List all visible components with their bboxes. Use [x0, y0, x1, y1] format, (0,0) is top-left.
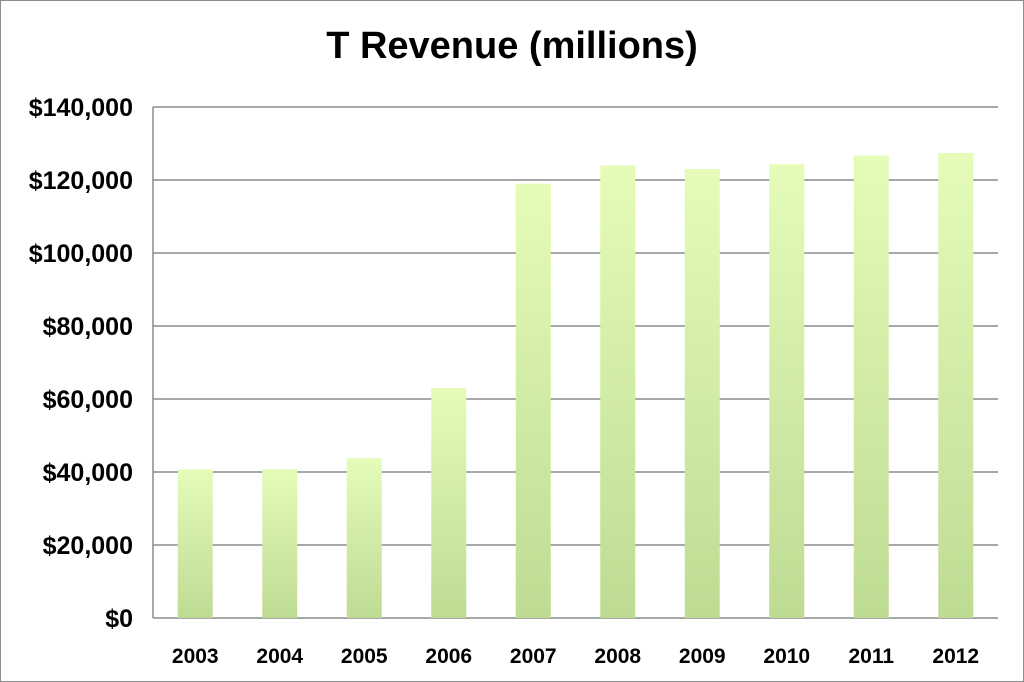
bar-2006 — [431, 388, 467, 618]
x-tick-label: 2010 — [763, 645, 810, 668]
bar-2010 — [769, 164, 805, 618]
bar-2005 — [346, 458, 382, 618]
y-tick-label: $60,000 — [43, 386, 133, 414]
x-tick-label: 2004 — [256, 645, 303, 668]
bar-2003 — [177, 469, 213, 618]
x-tick-label: 2009 — [679, 645, 726, 668]
x-tick-label: 2012 — [932, 645, 979, 668]
bars — [177, 152, 974, 619]
bar-2011 — [853, 155, 889, 619]
bar-2008 — [600, 165, 636, 618]
y-axis-ticks: $0 $20,000 $40,000 $60,000 $80,000 $100,000 $1… — [29, 94, 133, 633]
bar-2007 — [515, 183, 551, 618]
y-tick-label: $0 — [105, 605, 133, 633]
x-tick-label: 2003 — [172, 645, 219, 668]
x-tick-label: 2011 — [848, 645, 894, 668]
y-tick-label: $120,000 — [29, 167, 133, 195]
y-tick-label: $80,000 — [43, 313, 133, 341]
chart-title: T Revenue (millions) — [326, 25, 698, 67]
y-tick-label: $140,000 — [29, 94, 133, 122]
x-tick-label: 2005 — [341, 645, 388, 668]
y-tick-label: $20,000 — [43, 532, 133, 560]
y-tick-label: $40,000 — [43, 459, 133, 487]
x-tick-label: 2007 — [510, 645, 557, 668]
bar-2012 — [938, 152, 974, 619]
x-tick-label: 2008 — [594, 645, 641, 668]
y-tick-label: $100,000 — [29, 240, 133, 268]
x-tick-label: 2006 — [425, 645, 472, 668]
bar-2004 — [262, 469, 298, 618]
bar-2009 — [684, 169, 720, 619]
x-axis-ticks: 2003 2004 2005 2006 2007 2008 2009 2010 2011 2012 — [172, 645, 979, 668]
